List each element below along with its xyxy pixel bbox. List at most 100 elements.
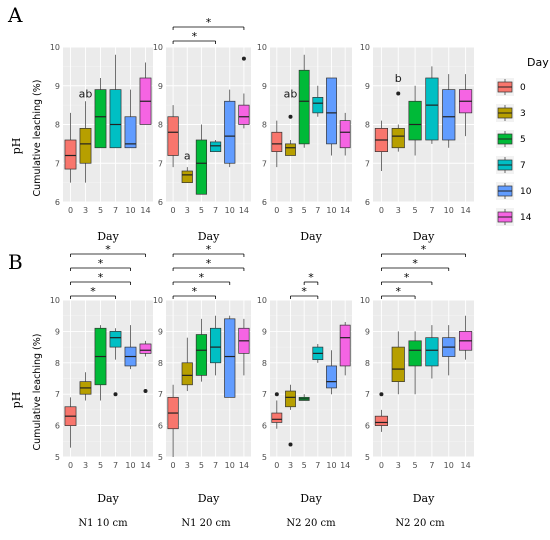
box-iqr (109, 331, 122, 348)
panel-a3-x-tick-label: 3 (288, 206, 293, 215)
box-iqr (408, 100, 422, 141)
outlier-point (379, 392, 384, 397)
bracket-label: * (206, 243, 212, 256)
box-iqr (425, 77, 439, 141)
panel-a4-annotation: b (395, 72, 402, 85)
panel-a3-box-day-14 (339, 112, 351, 156)
panel-a3-y-tick-label: 8 (262, 121, 267, 130)
panel-a4: 6 7 8 9 10 0 3 5 7 10 14 b Day (360, 43, 474, 243)
panel-a1-box-day-0 (64, 112, 77, 183)
bracket-label: * (192, 30, 198, 43)
panel-a2-box-day-0 (167, 105, 179, 168)
panel-a4-x-tick-label: 0 (379, 206, 384, 215)
box-iqr (442, 89, 456, 141)
box-iqr (391, 346, 405, 382)
panel-b1-bracket: * (70, 243, 146, 257)
panel-b4-y-tick-label: 7 (365, 390, 370, 399)
panel-b1-box-day-3 (79, 372, 92, 401)
panel-a1-x-tick-label: 3 (83, 206, 88, 215)
panel-a3-box-day-0 (271, 120, 283, 168)
panel-label-a: A (7, 3, 23, 27)
panel-b2-x-axis-title: Day (198, 492, 220, 505)
panel-a3-x-tick-label: 0 (274, 206, 279, 215)
legend-item: 10 (496, 182, 532, 200)
panel-a2-bracket: * (172, 30, 216, 44)
outlier-point (274, 392, 279, 397)
y-axis-inner-label-a: Cumulative leaching (%) (32, 80, 43, 197)
panel-b3-box-day-14 (339, 321, 351, 376)
panel-b1-y-tick-label: 7 (55, 390, 60, 399)
panel-a2-x-tick-label: 7 (213, 206, 218, 215)
bracket-label: * (192, 285, 198, 298)
panel-b2-y-tick-label: 8 (158, 359, 163, 368)
panel-a1-x-tick-label: 10 (125, 206, 135, 215)
panel-a3-x-tick-label: 7 (315, 206, 320, 215)
box-iqr (94, 89, 107, 149)
caption-2: N1 20 cm (181, 518, 231, 529)
panel-a4-x-tick-label: 7 (429, 206, 434, 215)
panel-b3-x-tick-label: 10 (326, 461, 336, 470)
bracket-label: * (308, 271, 314, 284)
panel-b1-bracket: * (70, 285, 116, 299)
panel-a3-annotation: ab (284, 87, 298, 100)
panel-b4-box-day-7 (425, 325, 439, 379)
panel-b4-y-tick-label: 9 (365, 327, 370, 336)
panel-a2-box-day-5 (195, 124, 208, 195)
panel-b4-x-tick-label: 10 (444, 461, 454, 470)
panel-b1-box-day-7 (109, 328, 122, 397)
panel-b4-y-tick-label: 6 (365, 422, 370, 431)
panel-a2-x-tick-label: 5 (199, 206, 204, 215)
panel-b1-x-tick-label: 7 (113, 461, 118, 470)
panel-b1-y-tick-label: 8 (55, 359, 60, 368)
panel-a2-y-tick-label: 7 (158, 159, 163, 168)
panel-b1-y-tick-label: 9 (55, 327, 60, 336)
box-iqr (271, 131, 283, 152)
caption-4: N2 20 cm (395, 518, 445, 529)
panel-a4-y-tick-label: 7 (365, 159, 370, 168)
legend-title: Day (527, 56, 549, 69)
box-iqr (209, 327, 222, 364)
panel-a4-x-tick-label: 3 (396, 206, 401, 215)
panel-label-b: B (8, 250, 23, 274)
panel-b1-bracket: * (70, 271, 131, 285)
bracket-label: * (98, 257, 104, 270)
panel-a4-y-tick-label: 9 (365, 82, 370, 91)
panel-a1: 6 7 8 9 10 0 3 5 7 10 14 ab Day (50, 43, 153, 243)
panel-b3-x-axis-title: Day (300, 492, 322, 505)
bracket-label: * (206, 16, 212, 29)
box-iqr (209, 141, 222, 152)
panel-a4-y-tick-label: 10 (360, 43, 370, 52)
panel-b1-y-tick-label: 6 (55, 422, 60, 431)
bracket-label: * (421, 243, 427, 256)
panel-a3-y-tick-label: 6 (262, 198, 267, 207)
panel-b2-box-day-3 (181, 337, 193, 392)
panel-b4-box-day-0 (374, 392, 388, 432)
panel-a2-box-day-3 (181, 167, 193, 183)
panel-a1-y-tick-label: 7 (55, 159, 60, 168)
panel-b3-x-tick-label: 7 (315, 461, 320, 470)
panel-a4-box-day-5 (408, 85, 422, 156)
panel-b2-x-tick-label: 14 (239, 461, 249, 470)
panel-a2-box-day-14 (238, 56, 250, 129)
panel-a4-box-day-0 (374, 120, 388, 171)
box-iqr (64, 139, 77, 170)
panel-b3-y-tick-label: 5 (262, 453, 267, 462)
panel-b3-y-tick-label: 7 (262, 390, 267, 399)
panel-b2-y-tick-label: 5 (158, 453, 163, 462)
legend: Day 0 3 5 7 10 14 (496, 56, 549, 226)
panel-a2-bracket: * (172, 16, 245, 30)
panel-a1-box-day-14 (139, 62, 152, 125)
panel-b1-x-tick-label: 3 (83, 461, 88, 470)
panel-a1-annotation: ab (79, 87, 93, 100)
caption-3: N2 20 cm (286, 518, 336, 529)
panel-b2-x-tick-label: 7 (213, 461, 218, 470)
panel-b2-bracket: * (172, 243, 245, 257)
legend-item: 0 (496, 78, 526, 96)
box-iqr (326, 365, 337, 389)
panel-a4-box-day-14 (459, 74, 473, 137)
panel-b4-box-day-5 (408, 331, 422, 395)
